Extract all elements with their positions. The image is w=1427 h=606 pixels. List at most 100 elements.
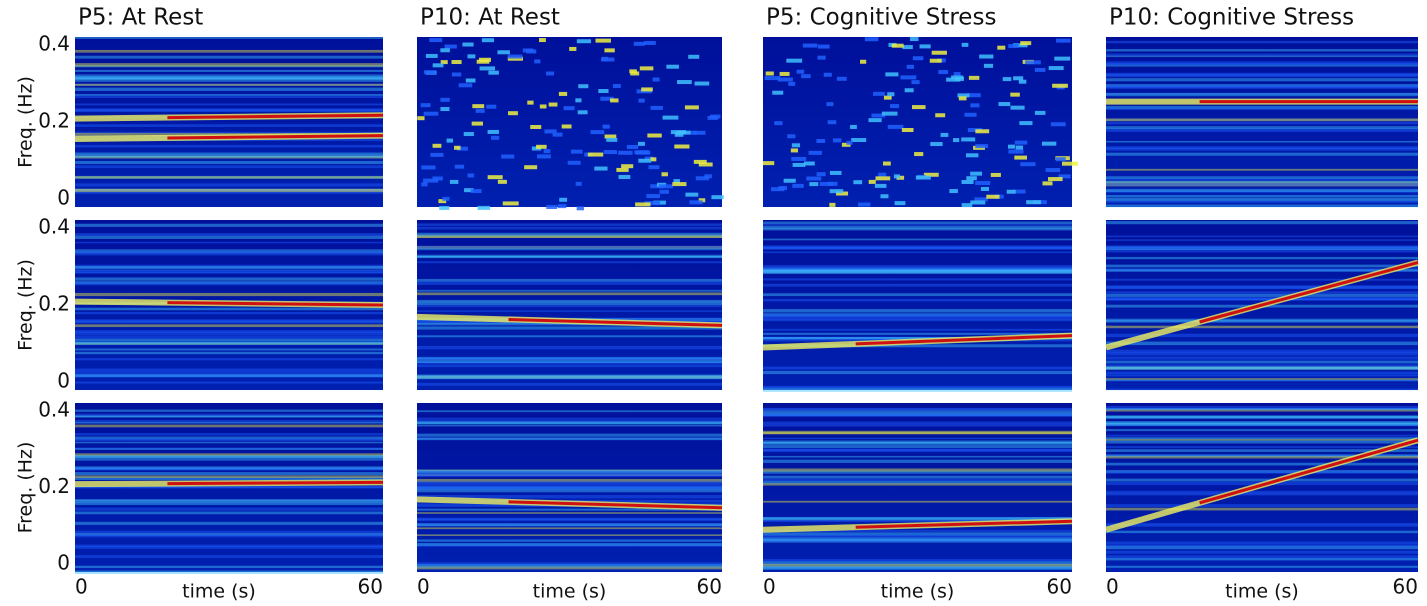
- spectral-band: [75, 251, 383, 253]
- spectral-band: [75, 472, 383, 476]
- spectral-band: [417, 278, 722, 282]
- spectral-band: [763, 309, 1072, 313]
- spectral-band: [662, 115, 679, 120]
- spectral-band: [575, 181, 582, 186]
- spectral-band: [570, 149, 583, 154]
- spectral-band: [1106, 73, 1418, 78]
- spectral-band: [698, 162, 713, 167]
- spectral-band: [546, 205, 558, 210]
- spectral-band: [75, 468, 383, 471]
- spectral-band: [454, 164, 465, 169]
- spectral-band: [827, 120, 837, 125]
- spectral-band: [417, 375, 722, 379]
- spectral-band: [1106, 53, 1418, 56]
- spectral-band: [75, 83, 383, 86]
- spectral-band: [763, 483, 1072, 486]
- spectral-band: [75, 511, 383, 515]
- spectral-band: [968, 75, 980, 80]
- spectral-band: [906, 64, 915, 69]
- spectral-band: [786, 58, 803, 63]
- spectral-band: [1020, 162, 1036, 167]
- spectral-band: [417, 357, 722, 360]
- spectral-band: [883, 95, 892, 100]
- spectral-band: [1106, 247, 1418, 249]
- spectral-band: [975, 181, 991, 186]
- spectral-band: [1106, 356, 1418, 360]
- spectral-band: [961, 203, 973, 208]
- spectral-band: [544, 129, 557, 134]
- x-tick-label: 0: [417, 575, 430, 599]
- x-tick-label: 0: [75, 575, 88, 599]
- spectral-band: [919, 44, 931, 49]
- spectral-band: [417, 544, 722, 547]
- spectral-band: [961, 180, 974, 185]
- spectral-band: [674, 132, 684, 137]
- spectral-band: [763, 316, 1072, 321]
- spectral-band: [1106, 364, 1418, 367]
- spectral-band: [1106, 440, 1418, 444]
- spectral-band: [796, 69, 805, 74]
- spectral-band: [1106, 286, 1418, 290]
- spectral-band: [887, 92, 895, 97]
- spectral-band: [695, 176, 710, 181]
- spectral-band: [1106, 470, 1418, 473]
- spectral-band: [763, 269, 1072, 273]
- spectral-band: [417, 301, 722, 306]
- spectral-band: [75, 188, 383, 193]
- spectral-band: [417, 417, 722, 420]
- spectral-band: [536, 144, 547, 149]
- spectral-band: [882, 161, 891, 166]
- spectral-band: [763, 561, 1072, 565]
- spectral-band: [451, 72, 462, 77]
- spectral-band: [75, 475, 383, 478]
- spectral-band: [417, 539, 722, 542]
- spectral-band: [417, 234, 722, 237]
- spectral-band: [612, 84, 621, 89]
- spectral-band: [502, 201, 519, 206]
- spectral-band: [763, 566, 1072, 570]
- spectral-band: [853, 180, 863, 185]
- spectral-band: [647, 133, 662, 138]
- spectral-band: [1106, 423, 1418, 427]
- spectral-band: [763, 246, 1072, 250]
- spectral-band: [1106, 278, 1418, 281]
- spectral-band: [1106, 248, 1418, 253]
- spectral-band: [423, 178, 439, 183]
- spectral-band: [1106, 555, 1418, 559]
- spectral-band: [763, 519, 1072, 523]
- spectral-band: [763, 267, 1072, 271]
- spectral-band: [1106, 264, 1418, 268]
- spectral-band: [659, 189, 669, 194]
- spectral-band: [635, 150, 651, 155]
- spectral-band: [429, 38, 443, 43]
- spectral-band: [1106, 55, 1418, 58]
- spectral-band: [557, 204, 567, 209]
- spectral-band: [1002, 77, 1012, 82]
- spectral-band: [417, 483, 722, 487]
- spectral-band: [1106, 239, 1418, 241]
- spectral-band: [475, 108, 485, 113]
- spectral-band: [530, 124, 542, 129]
- spectral-band: [1106, 366, 1418, 370]
- spectral-band: [817, 55, 826, 60]
- spectral-band: [1054, 56, 1071, 61]
- spectral-band: [763, 269, 1072, 273]
- spectral-band: [763, 223, 1072, 226]
- spectral-band: [487, 175, 503, 180]
- spectral-band: [481, 38, 495, 43]
- spectral-band: [75, 94, 383, 96]
- spectral-band: [980, 186, 989, 191]
- y-tick-label: 0.2: [38, 109, 70, 133]
- spectral-band: [75, 250, 383, 254]
- spectral-band: [648, 165, 660, 170]
- spectral-band: [646, 194, 660, 199]
- spectral-band: [534, 59, 541, 64]
- spectral-band: [638, 141, 645, 146]
- spectral-band: [552, 132, 563, 137]
- spectral-band: [75, 372, 383, 375]
- spectral-band: [902, 45, 913, 50]
- spectral-band: [1056, 38, 1071, 43]
- spectral-band: [940, 132, 949, 137]
- spectral-band: [75, 63, 383, 67]
- spectral-band: [75, 282, 383, 286]
